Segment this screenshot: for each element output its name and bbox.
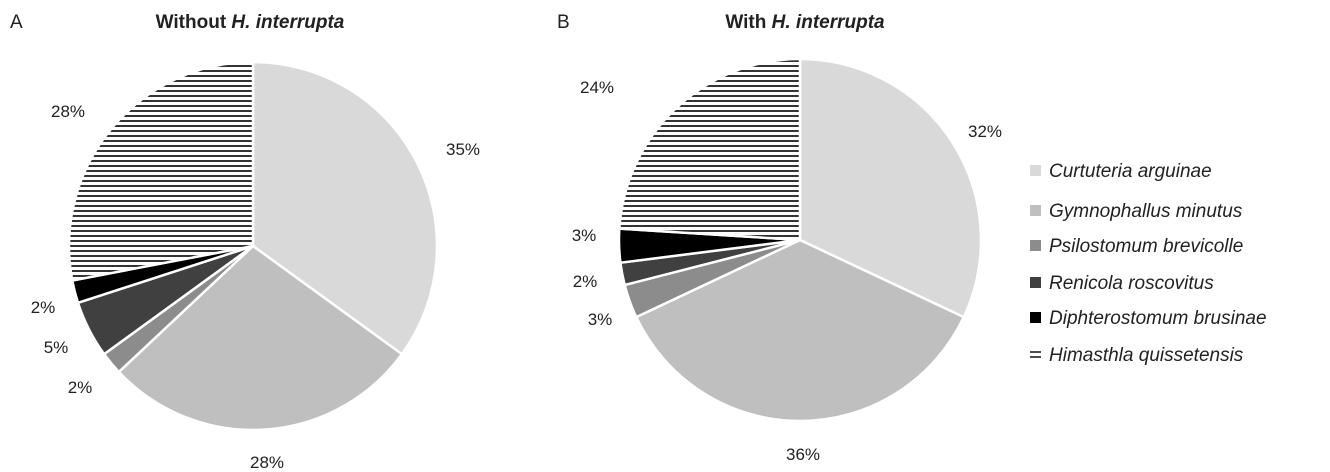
- panel-b-title-prefix: With: [725, 12, 771, 33]
- legend-swatch-renicola: [1030, 277, 1041, 288]
- panel-a-title-prefix: Without: [156, 12, 232, 33]
- pie-panel-b: B With H. interrupta 32% 36% 3% 2% 3% 24…: [557, 12, 1002, 464]
- legend-swatch-diphterostomum: [1030, 312, 1041, 323]
- legend-swatch-himasthla: [1030, 351, 1041, 358]
- pie-a-label-himasthla: 28%: [51, 102, 85, 121]
- pie-a-label-psilostomum: 2%: [68, 378, 93, 397]
- pie-a-labels: 35% 28% 2% 5% 2% 28%: [31, 102, 480, 472]
- panel-a-title-species: H. interrupta: [231, 12, 344, 33]
- legend-item-himasthla: Himasthla quissetensis: [1030, 345, 1244, 366]
- legend-item-gymnophallus: Gymnophallus minutus: [1030, 201, 1243, 222]
- legend-label-gymnophallus: Gymnophallus minutus: [1049, 201, 1243, 222]
- pie-a-label-diphterostomum: 2%: [31, 298, 56, 317]
- pie-a-slices: [67, 60, 439, 432]
- pie-a-label-curtuteria: 35%: [446, 140, 480, 159]
- pie-b-slice-curtuteria: [798, 57, 983, 319]
- panel-a-title: Without H. interrupta: [156, 12, 345, 33]
- panel-letter-a: A: [10, 12, 23, 33]
- pie-b-label-renicola: 2%: [573, 272, 598, 291]
- legend-item-psilostomum: Psilostomum brevicolle: [1030, 236, 1243, 257]
- legend-swatch-gymnophallus: [1030, 205, 1041, 216]
- panel-b-title: With H. interrupta: [725, 12, 885, 33]
- pie-b-labels: 32% 36% 3% 2% 3% 24%: [572, 78, 1002, 464]
- pie-panel-a: A Without H. interrupta 35% 28% 2% 5% 2%…: [10, 12, 480, 472]
- legend-label-himasthla: Himasthla quissetensis: [1049, 345, 1244, 366]
- pie-b-label-psilostomum: 3%: [588, 310, 613, 329]
- pie-b-slices: [617, 57, 983, 423]
- legend-label-curtuteria: Curtuteria arguinae: [1049, 161, 1212, 182]
- pie-b-label-curtuteria: 32%: [968, 122, 1002, 141]
- legend-swatch-psilostomum: [1030, 240, 1041, 251]
- pie-a-label-gymnophallus: 28%: [250, 453, 284, 472]
- legend-item-renicola: Renicola roscovitus: [1030, 273, 1214, 294]
- legend-label-renicola: Renicola roscovitus: [1049, 273, 1214, 294]
- pie-a-slice-himasthla: [67, 60, 255, 282]
- pie-b-slice-himasthla: [618, 57, 802, 242]
- pie-b-label-himasthla: 24%: [580, 78, 614, 97]
- legend-label-diphterostomum: Diphterostomum brusinae: [1049, 308, 1267, 329]
- pie-b-label-diphterostomum: 3%: [572, 226, 597, 245]
- pie-a-label-renicola: 5%: [44, 338, 69, 357]
- pie-a-slice-curtuteria: [251, 60, 439, 356]
- pie-b-slice-gymnophallus: [634, 238, 966, 423]
- legend-label-psilostomum: Psilostomum brevicolle: [1049, 236, 1243, 257]
- pie-b-label-gymnophallus: 36%: [786, 445, 820, 464]
- pie-a-slice-gymnophallus: [117, 244, 404, 432]
- legend-swatch-curtuteria: [1030, 165, 1041, 176]
- legend-item-curtuteria: Curtuteria arguinae: [1030, 161, 1212, 182]
- panel-b-title-species: H. interrupta: [772, 12, 885, 33]
- legend: Curtuteria arguinae Gymnophallus minutus…: [1030, 161, 1267, 366]
- legend-item-diphterostomum: Diphterostomum brusinae: [1030, 308, 1267, 329]
- panel-letter-b: B: [557, 12, 570, 33]
